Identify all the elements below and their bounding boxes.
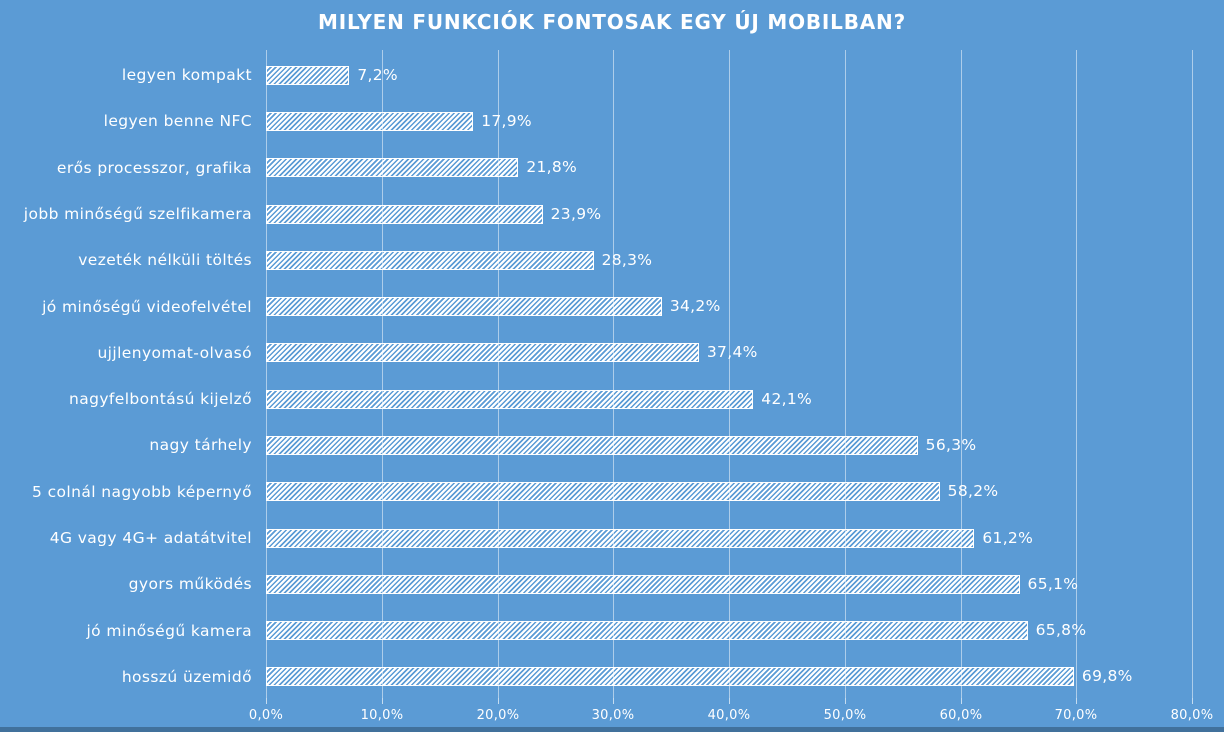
x-axis-tick-label: 40,0%	[707, 708, 751, 723]
bar	[266, 667, 1074, 687]
bar	[266, 621, 1028, 641]
bar	[266, 389, 754, 409]
category-label: 4G vagy 4G+ adatátvitel	[49, 529, 252, 547]
bar	[266, 482, 940, 502]
value-label: 23,9%	[550, 204, 602, 223]
x-axis-tickmark	[498, 698, 499, 704]
x-axis-tickmark	[382, 698, 383, 704]
gridline	[382, 50, 383, 698]
category-label: 5 colnál nagyobb képernyő	[32, 482, 252, 501]
category-axis: legyen kompakt legyen benne NFC erős proce…	[0, 50, 252, 698]
value-label: 17,9%	[481, 111, 532, 130]
bar-row: 56,3%	[266, 435, 977, 455]
gridline	[266, 50, 267, 698]
bar-row: 69,8%	[266, 667, 1133, 687]
value-label: 65,1%	[1027, 574, 1079, 593]
bar	[266, 297, 662, 317]
value-label: 7,2%	[357, 65, 398, 84]
bar	[266, 435, 918, 455]
category-label: ujjlenyomat-olvasó	[97, 343, 252, 362]
x-axis-tickmark	[729, 698, 730, 704]
value-label: 37,4%	[706, 343, 758, 362]
value-label: 61,2%	[982, 528, 1034, 547]
value-label: 58,2%	[947, 482, 999, 501]
bar	[266, 574, 1020, 594]
value-label: 69,8%	[1081, 667, 1133, 686]
bar-row: 34,2%	[266, 297, 721, 317]
value-label: 28,3%	[601, 250, 653, 269]
bar-row: 42,1%	[266, 389, 813, 409]
category-label: jó minőségű kamera	[86, 621, 252, 640]
bar	[266, 65, 350, 85]
bar	[266, 528, 975, 548]
bottom-strip	[0, 727, 1224, 732]
category-label: legyen benne NFC	[103, 112, 252, 131]
category-label: legyen kompakt	[121, 66, 252, 85]
gridline	[1076, 50, 1077, 698]
bar-row: 7,2%	[266, 65, 398, 85]
category-label: hosszú üzemidő	[121, 667, 252, 686]
x-axis-tick-label: 50,0%	[823, 708, 867, 723]
x-axis-tickmark	[1076, 698, 1077, 704]
gridline	[498, 50, 499, 698]
category-label: nagy tárhely	[149, 436, 252, 455]
category-label: nagyfelbontású kijelző	[68, 390, 252, 409]
bar	[266, 343, 699, 363]
bar-row: 58,2%	[266, 482, 999, 502]
bar-row: 65,8%	[266, 621, 1087, 641]
bar	[266, 111, 474, 131]
gridline	[845, 50, 846, 698]
gridline	[1192, 50, 1193, 698]
x-axis-tick-label: 70,0%	[1054, 708, 1098, 723]
x-axis-tick-label: 60,0%	[939, 708, 983, 723]
gridline	[729, 50, 730, 698]
value-label: 42,1%	[761, 389, 813, 408]
x-axis-tick-label: 0,0%	[248, 708, 284, 723]
x-axis-tickmark	[845, 698, 846, 704]
x-axis-tickmark	[613, 698, 614, 704]
category-label: erős processzor, grafika	[56, 158, 252, 177]
gridline	[961, 50, 962, 698]
value-label: 21,8%	[526, 158, 578, 177]
bar-row: 65,1%	[266, 574, 1079, 594]
chart-title: MILYEN FUNKCIÓK FONTOSAK EGY ÚJ MOBILBAN…	[318, 10, 906, 34]
bar-row: 23,9%	[266, 204, 602, 224]
x-axis-tick-label: 10,0%	[360, 708, 404, 723]
x-axis-tickmark	[1192, 698, 1193, 704]
value-label: 65,8%	[1035, 621, 1087, 640]
bar	[266, 158, 519, 178]
bar-row: 28,3%	[266, 250, 653, 270]
bar-row: 37,4%	[266, 343, 758, 363]
x-axis-tickmark	[266, 698, 267, 704]
x-axis-tickmark	[961, 698, 962, 704]
category-label: jobb minőségű szelfikamera	[23, 205, 252, 223]
bar-row: 21,8%	[266, 158, 578, 178]
category-label: jó minőségű videofelvétel	[42, 297, 252, 316]
value-label: 56,3%	[925, 435, 977, 454]
x-axis-tick-label: 30,0%	[591, 708, 635, 723]
category-label: gyors működés	[128, 575, 252, 594]
bar	[266, 204, 543, 224]
bar	[266, 250, 594, 270]
bar-row: 61,2%	[266, 528, 1034, 548]
category-label: vezeték nélküli töltés	[78, 251, 252, 270]
x-axis-tick-label: 20,0%	[476, 708, 520, 723]
bar-row: 17,9%	[266, 111, 532, 131]
value-label: 34,2%	[669, 297, 721, 316]
x-axis-tick-label: 80,0%	[1170, 708, 1214, 723]
gridline	[613, 50, 614, 698]
plot-area: 7,2% 17,9% 21,8% 23,9% 28,3% 34,2% 37,4% 42,1% 5…	[266, 50, 1193, 698]
